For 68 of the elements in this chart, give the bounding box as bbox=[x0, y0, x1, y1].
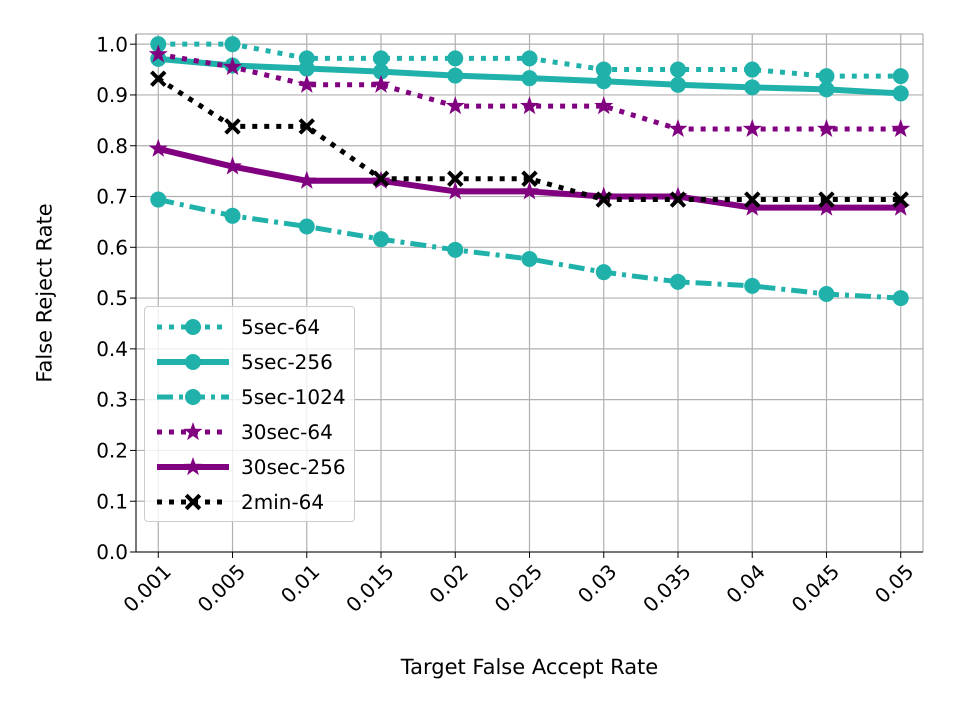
point bbox=[892, 68, 909, 84]
point bbox=[298, 218, 315, 234]
point bbox=[522, 70, 538, 86]
y-tick-label: 0.7 bbox=[96, 184, 128, 209]
point bbox=[148, 44, 168, 62]
y-tick-label: 0.9 bbox=[96, 83, 128, 108]
point bbox=[670, 62, 686, 78]
point bbox=[446, 170, 464, 188]
point bbox=[744, 79, 760, 96]
point bbox=[596, 264, 612, 280]
point bbox=[818, 81, 834, 98]
y-tick-label: 0.3 bbox=[96, 388, 128, 412]
point bbox=[520, 170, 538, 188]
point bbox=[224, 118, 242, 136]
legend-label: 5sec-64 bbox=[241, 314, 320, 338]
point bbox=[520, 96, 540, 114]
point bbox=[596, 73, 612, 90]
point bbox=[818, 68, 834, 84]
point bbox=[818, 190, 836, 208]
point bbox=[744, 62, 760, 78]
y-tick-label: 0.4 bbox=[96, 336, 128, 361]
point bbox=[522, 250, 538, 267]
y-tick-label: 0.0 bbox=[96, 540, 128, 564]
point bbox=[522, 50, 538, 66]
legend-label: 30sec-256 bbox=[241, 454, 346, 478]
y-tick-label: 0.2 bbox=[96, 438, 128, 463]
point bbox=[744, 278, 760, 294]
legend-label: 30sec-64 bbox=[241, 420, 333, 444]
point bbox=[670, 76, 686, 93]
y-tick-label: 0.1 bbox=[96, 489, 128, 514]
point bbox=[224, 208, 241, 224]
x-axis-title: Target False Accept Rate bbox=[400, 655, 658, 679]
point bbox=[373, 50, 390, 66]
legend-label: 5sec-1024 bbox=[241, 384, 346, 408]
point bbox=[670, 274, 686, 290]
point bbox=[373, 231, 390, 248]
legend-label: 2min-64 bbox=[241, 490, 324, 514]
point bbox=[816, 118, 836, 138]
point bbox=[373, 64, 390, 80]
legend-label: 5sec-256 bbox=[241, 350, 333, 374]
point bbox=[446, 96, 465, 114]
point bbox=[892, 85, 909, 102]
point bbox=[520, 181, 540, 200]
point bbox=[892, 190, 910, 208]
point bbox=[818, 286, 834, 302]
point bbox=[892, 290, 909, 306]
point bbox=[149, 70, 168, 88]
point bbox=[743, 190, 762, 208]
y-tick-label: 0.8 bbox=[96, 134, 128, 158]
point bbox=[742, 118, 762, 138]
point bbox=[298, 118, 316, 136]
point bbox=[447, 50, 464, 66]
point bbox=[297, 74, 316, 93]
point bbox=[150, 192, 166, 208]
point bbox=[594, 190, 613, 208]
point bbox=[148, 138, 168, 157]
y-tick-label: 0.6 bbox=[96, 235, 128, 260]
point bbox=[224, 36, 241, 52]
point bbox=[447, 242, 464, 258]
point bbox=[372, 74, 391, 93]
point bbox=[669, 190, 687, 208]
point bbox=[891, 118, 910, 138]
y-tick-label: 0.5 bbox=[96, 286, 128, 310]
point bbox=[447, 68, 464, 84]
point bbox=[594, 96, 614, 114]
y-axis-title: False Reject Rate bbox=[32, 203, 56, 383]
point bbox=[668, 118, 688, 138]
y-tick-label: 1.0 bbox=[96, 32, 128, 56]
